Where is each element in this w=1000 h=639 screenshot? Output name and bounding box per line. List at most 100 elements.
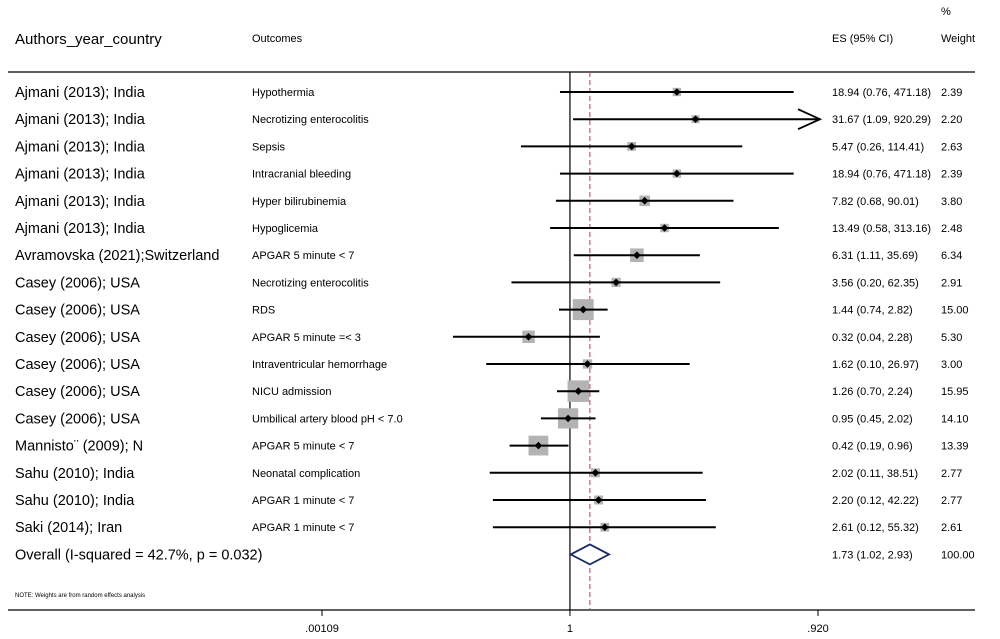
study-label: Ajmani (2013); India [15, 194, 146, 210]
study-row: Casey (2006); USA Necrotizing enterocolit… [15, 275, 962, 291]
outcome-label: APGAR 1 minute < 7 [252, 522, 354, 534]
outcome-label: Umbilical artery blood pH < 7.0 [252, 413, 403, 425]
study-row: Casey (2006); USA Umbilical artery blood … [15, 408, 969, 429]
study-row: Ajmani (2013); India Hyper bilirubinemia 7… [15, 194, 962, 210]
study-label: Casey (2006); USA [15, 275, 140, 291]
point-estimate [594, 496, 603, 504]
header-study: Authors_year_country [15, 31, 162, 48]
outcome-label: APGAR 5 minute =< 3 [252, 332, 361, 344]
es-ci-value: 0.32 (0.04, 2.28) [832, 332, 913, 344]
point-estimate [660, 224, 669, 232]
weight-value: 2.61 [941, 522, 962, 534]
study-label: Casey (2006); USA [15, 330, 140, 346]
outcome-label: Intraventricular hemorrhage [252, 359, 387, 371]
x-axis-ticks: .00109 1 .920 [305, 610, 829, 635]
overall-row: Overall (I-squared = 42.7%, p = 0.032) 1.… [15, 543, 975, 566]
study-label: Casey (2006); USA [15, 384, 140, 400]
study-row: Casey (2006); USA APGAR 5 minute =< 3 0.32… [15, 330, 962, 346]
study-label: Ajmani (2013); India [15, 139, 146, 155]
es-ci-value: 5.47 (0.26, 114.41) [832, 141, 924, 153]
study-row: Ajmani (2013); India Sepsis 5.47 (0.26, 11… [15, 139, 962, 155]
weight-value: 15.95 [941, 386, 969, 398]
point-estimate [627, 142, 636, 151]
study-label: Casey (2006); USA [15, 411, 140, 427]
outcome-label: APGAR 5 minute < 7 [252, 441, 354, 453]
study-label: Casey (2006); USA [15, 357, 140, 373]
point-estimate [583, 360, 592, 368]
es-ci-value: 3.56 (0.20, 62.35) [832, 277, 919, 289]
study-row: Sahu (2010); India Neonatal complication 2… [15, 466, 962, 482]
weight-value: 2.63 [941, 141, 962, 153]
weight-value: 6.34 [941, 250, 962, 262]
study-row: Ajmani (2013); India Hypoglicemia 13.49 (0… [15, 221, 962, 237]
weight-value: 3.80 [941, 196, 962, 208]
header-weight: Weight [941, 33, 975, 45]
outcome-label: Hypothermia [252, 87, 315, 99]
weight-value: 2.91 [941, 277, 962, 289]
study-row: Saki (2014); Iran APGAR 1 minute < 7 2.61 … [15, 520, 962, 536]
x-tick-label: .00109 [305, 623, 339, 635]
es-ci-value: 1.26 (0.70, 2.24) [832, 386, 913, 398]
es-ci-value: 31.67 (1.09, 920.29) [832, 114, 931, 126]
study-row: Ajmani (2013); India Hypothermia 18.94 (0.… [15, 85, 962, 101]
es-ci-value: 18.94 (0.76, 471.18) [832, 87, 931, 99]
weight-value: 2.77 [941, 495, 962, 507]
study-row: Casey (2006); USA NICU admission 1.26 (0.7… [15, 380, 969, 402]
point-estimate [691, 115, 700, 123]
study-label: Casey (2006); USA [15, 303, 140, 319]
study-row: Mannisto¨ (2009); N APGAR 5 minute < 7 0.4… [15, 435, 969, 456]
study-row: Casey (2006); USA RDS 1.44 (0.74, 2.82) 15.… [15, 299, 969, 321]
outcome-label: Neonatal complication [252, 468, 360, 480]
outcome-label: Sepsis [252, 141, 286, 153]
study-row: Avramovska (2021);Switzerland APGAR 5 min… [15, 248, 962, 264]
es-ci-value: 2.02 (0.11, 38.51) [832, 468, 918, 480]
ci-arrow [797, 108, 823, 131]
weight-value: 2.39 [941, 169, 962, 181]
point-estimate [633, 251, 641, 259]
study-label: Saki (2014); Iran [15, 520, 122, 536]
weight-value: 15.00 [941, 305, 969, 317]
study-label: Sahu (2010); India [15, 466, 135, 482]
note-text: NOTE: Weights are from random effects an… [15, 593, 145, 599]
study-label: Mannisto¨ (2009); N [15, 439, 143, 455]
point-estimate [564, 414, 572, 423]
outcome-label: Necrotizing enterocolitis [252, 277, 369, 289]
study-row: Ajmani (2013); India Intracranial bleedin… [15, 167, 962, 183]
weight-value: 2.48 [941, 223, 962, 235]
weight-value: 13.39 [941, 441, 969, 453]
point-estimate [673, 169, 681, 178]
study-label: Avramovska (2021);Switzerland [15, 248, 219, 264]
outcome-label: Necrotizing enterocolitis [252, 114, 369, 126]
es-ci-value: 7.82 (0.68, 90.01) [832, 196, 919, 208]
outcome-label: Hyper bilirubinemia [252, 196, 347, 208]
study-label: Ajmani (2013); India [15, 85, 146, 101]
weight-value: 2.77 [941, 468, 962, 480]
weight-value: 14.10 [941, 413, 969, 425]
x-tick-label: 1 [567, 623, 573, 635]
es-ci-value: 0.42 (0.19, 0.96) [832, 441, 913, 453]
study-label: Ajmani (2013); India [15, 167, 146, 183]
study-rows: Ajmani (2013); India Hypothermia 18.94 (0.… [15, 85, 969, 536]
point-estimate [534, 441, 543, 450]
outcome-label: NICU admission [252, 386, 331, 398]
overall-label: Overall (I-squared = 42.7%, p = 0.032) [15, 547, 262, 563]
es-ci-value: 2.61 (0.12, 55.32) [832, 522, 919, 534]
point-estimate [591, 469, 600, 477]
point-estimate [574, 387, 583, 395]
weight-value: 5.30 [941, 332, 962, 344]
study-row: Casey (2006); USA Intraventricular hemorr… [15, 357, 962, 373]
point-estimate [579, 305, 588, 314]
es-ci-value: 18.94 (0.76, 471.18) [832, 169, 931, 181]
overall-weight-value: 100.00 [941, 549, 975, 561]
study-label: Ajmani (2013); India [15, 221, 146, 237]
es-ci-value: 6.31 (1.11, 35.69) [832, 250, 918, 262]
es-ci-value: 2.20 (0.12, 42.22) [832, 495, 919, 507]
header-weight-pct: % [941, 6, 951, 18]
es-ci-value: 1.44 (0.74, 2.82) [832, 305, 913, 317]
point-estimate [673, 88, 681, 96]
outcome-label: APGAR 1 minute < 7 [252, 495, 354, 507]
study-label: Ajmani (2013); India [15, 112, 146, 128]
header-outcome: Outcomes [252, 33, 303, 45]
weight-value: 3.00 [941, 359, 962, 371]
